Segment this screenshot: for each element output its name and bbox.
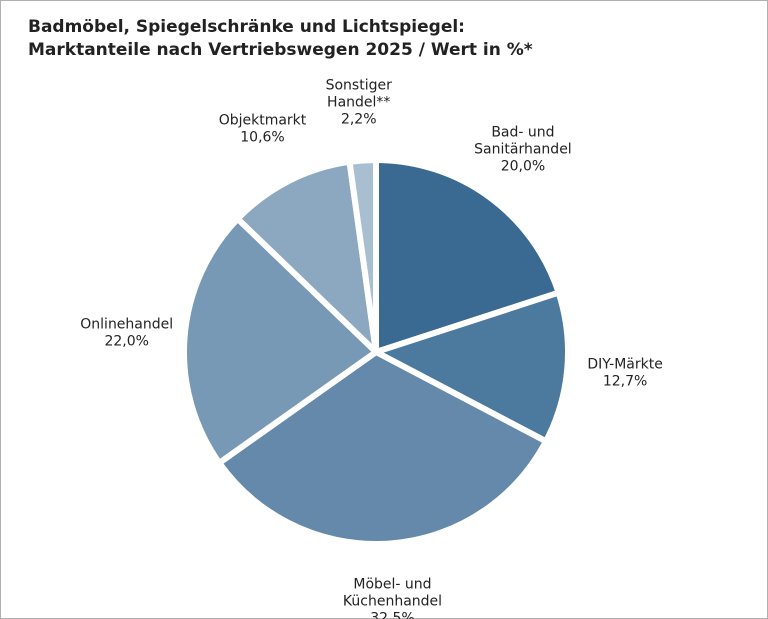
value-label: 2,2%: [341, 112, 377, 128]
pie-slice: [181, 215, 379, 466]
value-label: 32,5%: [370, 610, 414, 619]
slice-label: Möbel- und Küchenhandel: [343, 576, 442, 609]
pie-slice: [373, 289, 571, 445]
pie-slice: [216, 349, 549, 547]
slice-label: DIY-Märkte: [587, 357, 662, 373]
slice-label: Bad- und Sanitärhandel: [474, 125, 572, 158]
value-label: 20,0%: [501, 159, 545, 175]
pie-slice: [373, 157, 562, 355]
value-label: 10,6%: [240, 130, 284, 146]
value-label: 22,0%: [104, 334, 148, 350]
slice-label: Sonstiger Handel**: [326, 78, 392, 111]
pie-slice: [346, 157, 379, 355]
chart-title: Badmöbel, Spiegelschränke und Lichtspieg…: [28, 17, 465, 37]
chart-title: Marktanteile nach Vertriebswegen 2025 / …: [28, 40, 533, 60]
value-label: 12,7%: [603, 374, 647, 390]
slice-label: Objektmarkt: [219, 113, 307, 129]
pie-slice: [234, 158, 379, 355]
slice-label: Onlinehandel: [80, 317, 173, 333]
